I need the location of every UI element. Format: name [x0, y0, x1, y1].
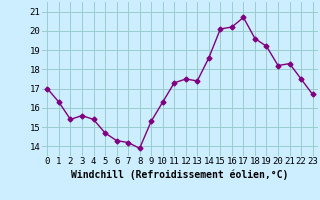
X-axis label: Windchill (Refroidissement éolien,°C): Windchill (Refroidissement éolien,°C) — [71, 169, 289, 180]
